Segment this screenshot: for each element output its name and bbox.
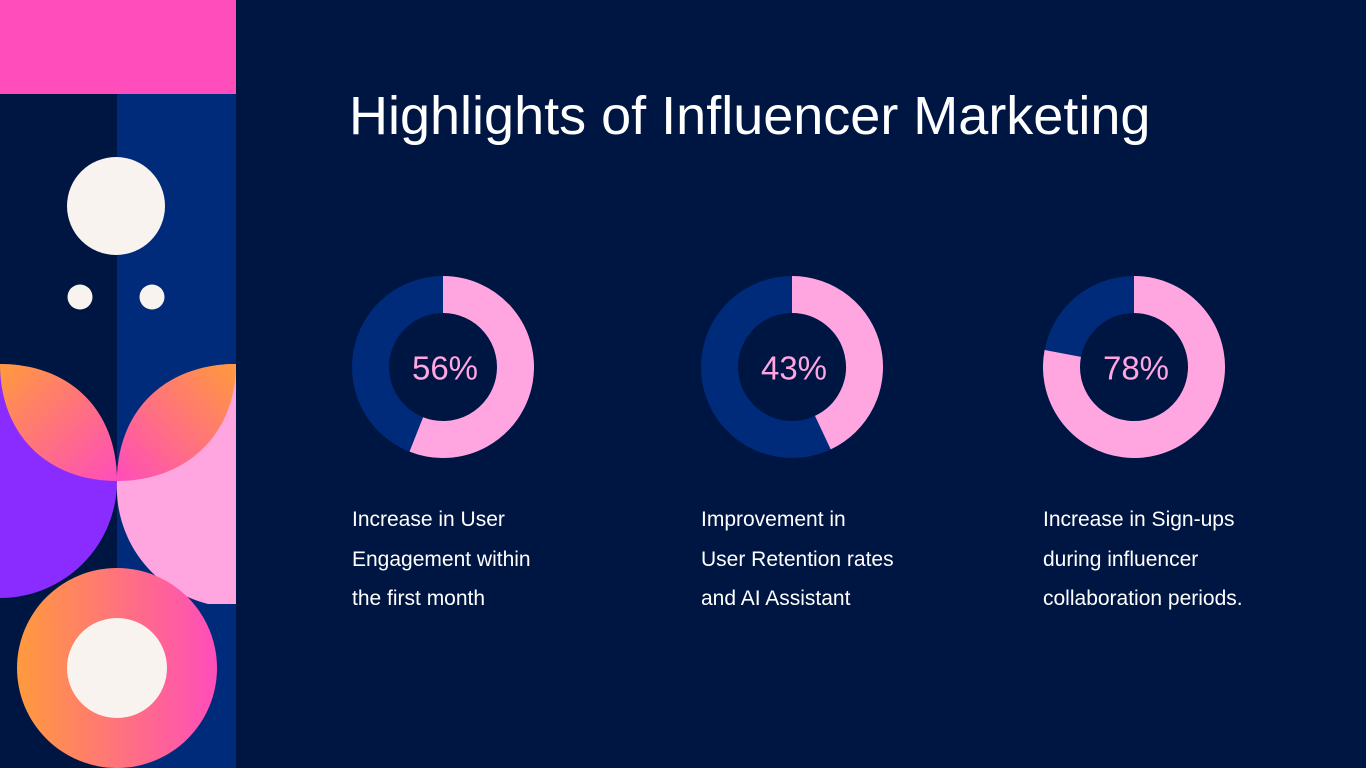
caption-line: Engagement within [352,547,531,571]
donut-value-arc [1043,276,1225,458]
page-title: Highlights of Influencer Marketing [349,86,1151,146]
donut-chart-signups: 78% [1043,276,1225,458]
donut-value-arc [409,276,534,458]
caption-line: during influencer [1043,547,1199,571]
donut-percent-label: 43% [761,350,827,387]
caption-line: Increase in User [352,508,505,531]
stat-card-engagement: 56% Increase in User Engagement within t… [352,276,652,619]
decorative-side-panel [0,0,236,768]
cream-circle-large [67,157,165,255]
pink-orange-petal-right [117,364,236,481]
cream-dot-left [67,284,93,310]
stat-caption: Increase in User Engagement within the f… [352,500,652,619]
caption-line: and AI Assistant [701,587,851,610]
donut-percent-label: 78% [1103,350,1169,387]
stat-card-retention: 43% Improvement in User Retention rates … [701,276,1001,619]
caption-line: User Retention rates [701,547,894,571]
caption-line: Increase in Sign-ups [1043,508,1235,531]
caption-line: collaboration periods. [1043,587,1243,610]
orange-pink-petal-left [0,364,117,481]
donut-chart-retention: 43% [701,276,883,458]
caption-line: the first month [352,587,486,610]
stat-card-signups: 78% Increase in Sign-ups during influenc… [1043,276,1343,619]
pink-block [0,0,236,94]
donut-value-arc [791,276,883,450]
cream-circle-center [67,618,167,718]
donut-percent-label: 56% [412,350,478,387]
donut-chart-engagement: 56% [352,276,534,458]
stat-caption: Increase in Sign-ups during influencer c… [1043,500,1343,619]
cream-dot-right [139,284,165,310]
stat-caption: Improvement in User Retention rates and … [701,500,1001,619]
caption-line: Improvement in [701,508,846,531]
